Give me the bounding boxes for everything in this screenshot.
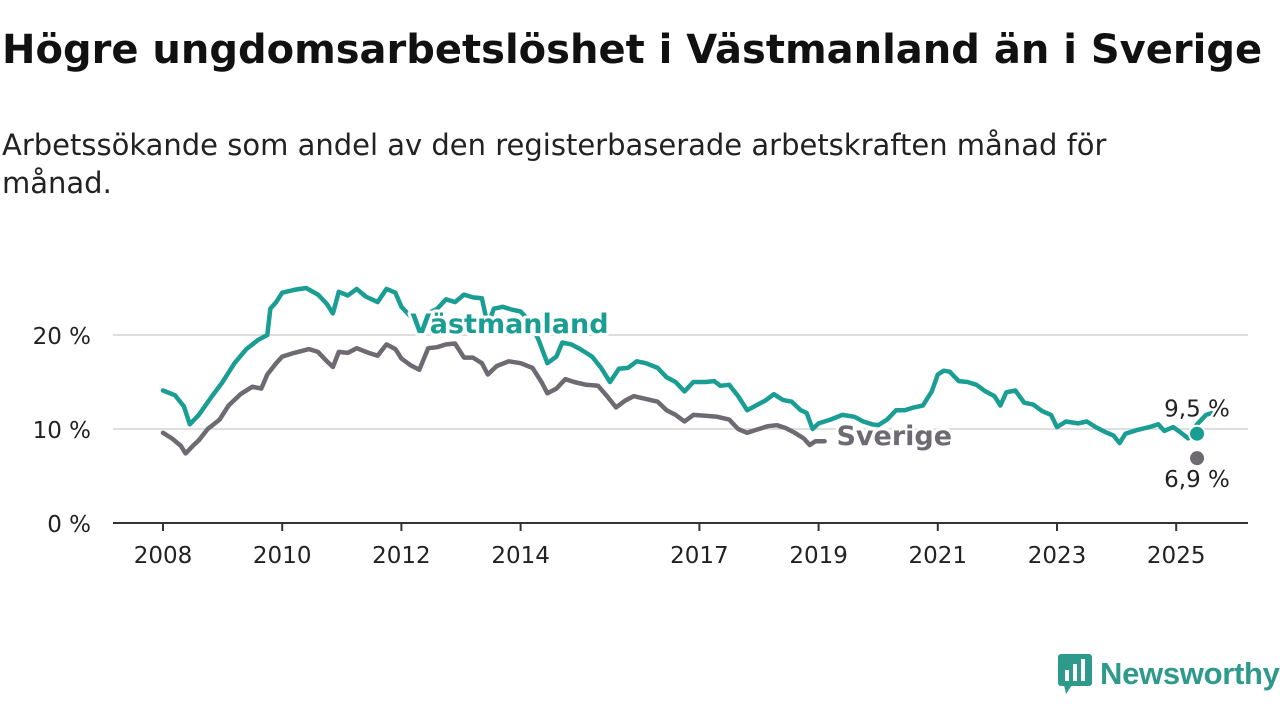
end-label-vastmanland: 9,5 % (1164, 397, 1230, 423)
y-tick-label: 10 % (33, 418, 91, 444)
chart-subtitle: Arbetssökande som andel av den registerb… (2, 128, 1107, 200)
y-tick-label: 0 % (47, 512, 91, 538)
series-label-vastmanland: Västmanland (410, 309, 608, 340)
x-tick-label: 2010 (253, 543, 312, 569)
x-tick-label: 2023 (1028, 543, 1087, 569)
newsworthy-logo-text: Newsworthy (1100, 656, 1280, 691)
end-point-vastmanland (1188, 424, 1207, 443)
x-tick-label: 2021 (909, 543, 968, 569)
x-tick-label: 2008 (134, 543, 193, 569)
series-line-sverige (160, 341, 827, 456)
end-point-sverige (1188, 449, 1207, 468)
newsworthy-logo-icon (1058, 654, 1092, 694)
y-axis-ticks: 0 % 10 % 20 % (33, 324, 91, 538)
x-tick-label: 2017 (670, 543, 729, 569)
y-tick-label: 20 % (33, 324, 91, 350)
end-label-sverige: 6,9 % (1164, 467, 1230, 493)
x-tick-label: 2019 (789, 543, 848, 569)
series-line-vastmanland (160, 285, 1215, 446)
x-axis: 2008 2010 2012 2014 2017 2019 2021 2023 2025 (113, 522, 1248, 569)
newsworthy-logo: Newsworthy (1058, 652, 1280, 696)
series-lines (160, 285, 1215, 456)
chart-title: Högre ungdomsarbetslöshet i Västmanland … (2, 27, 1263, 73)
series-labels: Västmanland Sverige 9,5 % 6,9 % (407, 306, 1232, 496)
gridlines (113, 334, 1248, 430)
x-tick-label: 2025 (1147, 543, 1206, 569)
series-label-sverige: Sverige (836, 421, 952, 452)
x-tick-label: 2014 (491, 543, 550, 569)
x-tick-label: 2012 (372, 543, 431, 569)
